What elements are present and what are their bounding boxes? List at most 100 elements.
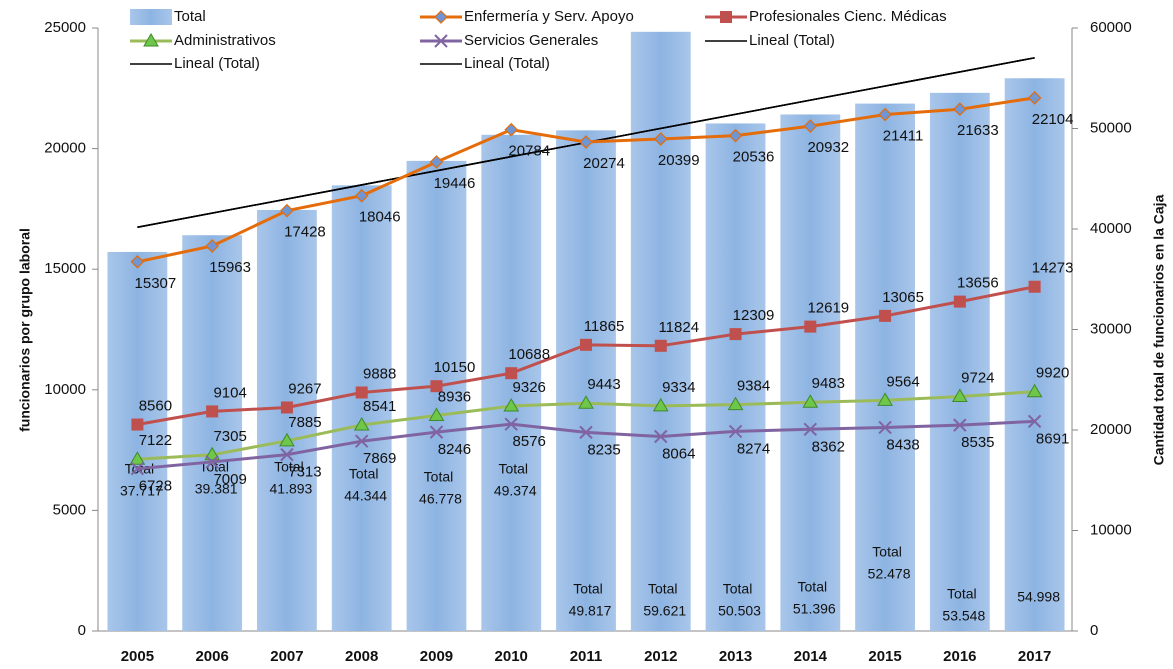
data-label: 12619: [807, 300, 849, 317]
data-label: 21633: [957, 122, 999, 139]
bar-label: 51.396: [793, 601, 836, 617]
line-marker: [1028, 280, 1041, 293]
data-label: 7885: [288, 414, 321, 431]
line-marker: [430, 380, 443, 393]
data-label: 17428: [284, 224, 326, 241]
y-tick-label: 20000: [44, 140, 86, 157]
bar: [780, 114, 841, 631]
bar: [481, 134, 542, 631]
line-marker: [653, 132, 668, 146]
bar-label: 44.344: [344, 488, 387, 504]
data-label: 8936: [438, 388, 471, 405]
line-marker: [504, 417, 518, 431]
line-marker: [205, 239, 220, 253]
line-marker: [579, 135, 593, 149]
bar-label-name: Total: [573, 581, 603, 597]
bar-label: 37.717: [120, 483, 163, 499]
data-label: 20399: [658, 152, 700, 169]
line-marker: [878, 107, 892, 122]
y-tick-label: 25000: [44, 19, 86, 36]
data-label: 14273: [1032, 260, 1074, 277]
bar: [1004, 78, 1065, 632]
line-marker: [580, 338, 592, 351]
data-label: 9326: [513, 379, 546, 396]
y-tick-label: 0: [78, 622, 86, 639]
line-marker: [428, 407, 445, 421]
line-marker: [579, 425, 593, 440]
line-marker: [654, 429, 668, 444]
line-marker: [130, 462, 145, 476]
line-marker: [729, 328, 742, 341]
bar-label: 46.778: [419, 491, 462, 507]
line-marker: [879, 309, 892, 322]
y-tick-label: 15000: [44, 260, 86, 277]
data-label: 22104: [1032, 111, 1074, 128]
data-label: 8535: [961, 434, 994, 451]
legend-label: Servicios Generales: [464, 32, 598, 49]
x-tick-label: 2008: [345, 648, 378, 665]
data-label: 13065: [882, 289, 924, 306]
bar-label-name: Total: [872, 544, 902, 560]
bar: [406, 160, 467, 631]
bar: [257, 209, 317, 632]
data-label: 9564: [886, 373, 919, 390]
line-marker: [204, 446, 221, 461]
x-tick-label: 2010: [495, 648, 528, 665]
data-label: 19446: [434, 175, 476, 192]
line-marker: [131, 418, 144, 431]
data-label: 10150: [434, 359, 476, 376]
y2-tick-label: 40000: [1090, 220, 1132, 237]
data-label: 20932: [807, 139, 849, 156]
line-marker: [205, 455, 219, 469]
bar-label: 49.817: [569, 603, 612, 619]
data-label: 9384: [737, 378, 770, 395]
line-marker: [652, 397, 669, 412]
legend-marker: [720, 11, 732, 23]
data-label: 7009: [213, 471, 246, 488]
bar: [855, 103, 915, 632]
x-tick-label: 2009: [420, 648, 453, 665]
data-label: 15963: [209, 259, 251, 276]
data-label: 21411: [883, 128, 924, 145]
line-marker: [877, 392, 893, 406]
line-marker: [803, 119, 818, 133]
bar-label-name: Total: [947, 586, 977, 602]
data-label: 8541: [363, 398, 396, 415]
y2-tick-label: 0: [1090, 622, 1098, 639]
legend-marker: [143, 33, 159, 47]
bar-label: 50.503: [718, 603, 761, 619]
data-label: 8438: [886, 436, 919, 453]
data-label: 20274: [583, 155, 625, 172]
line-marker: [951, 388, 968, 402]
data-label: 9443: [587, 376, 620, 393]
line-marker: [878, 420, 892, 435]
line-marker: [803, 422, 818, 437]
line-marker: [280, 401, 293, 414]
line-marker: [953, 418, 967, 432]
bar-label-name: Total: [349, 466, 379, 482]
bar: [556, 130, 616, 631]
bar-label: 59.621: [643, 603, 686, 619]
bar-label-name: Total: [424, 469, 454, 485]
bar: [929, 92, 990, 632]
line-marker: [728, 128, 743, 143]
line-marker: [505, 367, 518, 380]
x-tick-label: 2011: [570, 648, 603, 665]
bar: [107, 251, 168, 631]
data-label: 7869: [363, 450, 396, 467]
data-label: 8064: [662, 445, 695, 462]
line-marker: [279, 432, 295, 447]
data-label: 20536: [733, 149, 775, 166]
x-tick-label: 2007: [270, 648, 303, 665]
line-marker: [429, 425, 444, 439]
data-label: 12309: [733, 307, 775, 324]
legend-label: Lineal (Total): [464, 55, 550, 72]
x-tick-label: 2013: [719, 648, 752, 665]
data-label: 9267: [288, 380, 321, 397]
x-tick-label: 2006: [195, 648, 228, 665]
bar-label-name: Total: [798, 579, 828, 595]
y-tick-label: 10000: [44, 381, 86, 398]
line-marker: [952, 102, 967, 117]
x-tick-label: 2015: [868, 648, 901, 665]
data-label: 7122: [139, 432, 172, 449]
